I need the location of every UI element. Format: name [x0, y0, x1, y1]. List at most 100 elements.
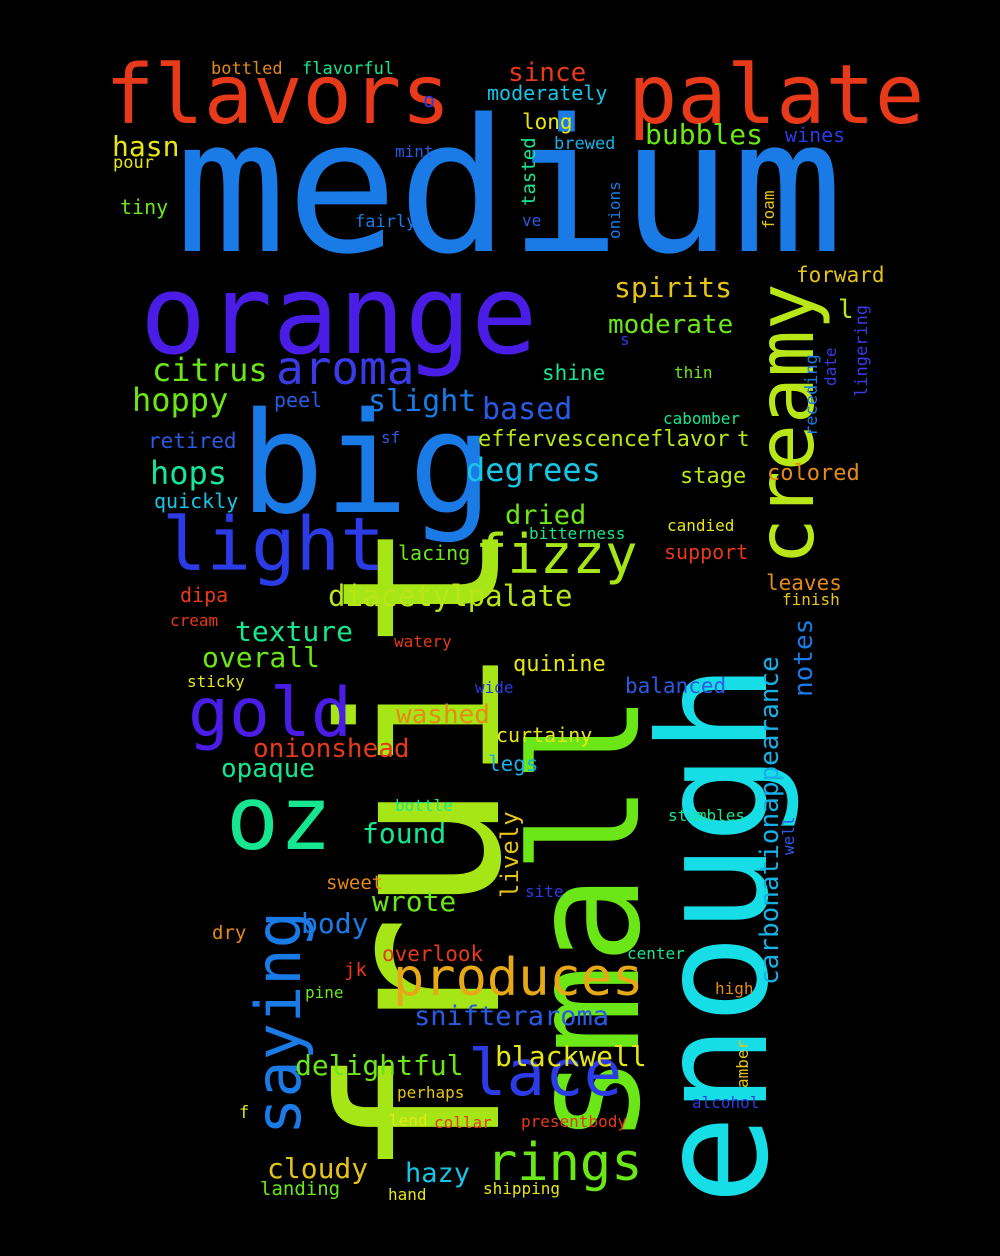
word-dried: dried: [505, 500, 587, 531]
word-center: center: [627, 944, 685, 963]
word-well: well: [779, 816, 798, 855]
word-curtainy: curtainy: [496, 723, 593, 747]
word-blackwell: blackwell: [495, 1040, 647, 1073]
word-fairly: fairly: [355, 212, 417, 232]
word-produces: produces: [393, 948, 644, 1008]
word-shine: shine: [542, 361, 606, 385]
word-shipping: shipping: [483, 1179, 561, 1198]
word-mint: mint: [395, 142, 434, 161]
word-onions: onions: [605, 181, 624, 239]
word-citrus: citrus: [152, 351, 268, 389]
word-support: support: [664, 540, 749, 564]
word-tiny: tiny: [120, 195, 169, 219]
word-bitterness: bitterness: [529, 524, 626, 543]
word-wines: wines: [785, 123, 846, 147]
word-receding: receding: [802, 354, 822, 436]
word-slight: slight: [368, 384, 477, 419]
word-notes: notes: [789, 618, 819, 697]
word-opaque: opaque: [221, 754, 315, 784]
word-gold: gold: [188, 674, 352, 753]
word-lend: lend: [389, 1111, 428, 1130]
word-orange: orange: [140, 251, 538, 379]
word-tasted: tasted: [518, 137, 540, 206]
word-hasn: hasn: [112, 130, 180, 163]
word-candied: candied: [667, 516, 735, 535]
word-peel: peel: [274, 388, 323, 412]
word-brewed: brewed: [554, 134, 616, 154]
word-date: date: [821, 347, 840, 386]
word-saying: saying: [242, 911, 315, 1135]
word-cream: cream: [170, 611, 219, 630]
word-oz: oz: [226, 767, 332, 870]
word-cabomber: cabomber: [663, 409, 741, 428]
word-lace: lace: [468, 1037, 623, 1111]
word-diacetylpalate: diacetylpalate: [328, 579, 573, 613]
word-pine: pine: [305, 983, 344, 1002]
word-foam: foam: [759, 190, 778, 229]
word-lingering: lingering: [852, 304, 872, 397]
word-overall: overall: [202, 641, 321, 674]
word-l: l: [838, 295, 854, 325]
word-texture: texture: [235, 615, 354, 648]
word-hand: hand: [388, 1185, 427, 1204]
word-leaves: leaves: [766, 571, 842, 595]
word-hoppy: hoppy: [132, 381, 229, 419]
word-pour: pour: [113, 153, 154, 173]
word-based: based: [482, 392, 573, 427]
word-hops: hops: [150, 454, 228, 492]
word-quinine: quinine: [513, 652, 606, 677]
word-wide: wide: [475, 678, 514, 697]
word-amber: amber: [733, 1039, 752, 1088]
word-aroma: aroma: [276, 341, 415, 395]
word-onionshead: onionshead: [253, 734, 410, 764]
word-degrees: degrees: [466, 451, 601, 489]
word-high: high: [715, 979, 754, 998]
word-site: site: [525, 882, 564, 901]
word-bubbles: bubbles: [645, 118, 764, 151]
word-stumbles: stumbles: [668, 806, 746, 825]
word-presentbody: presentbody: [521, 1112, 627, 1131]
word-perhaps: perhaps: [397, 1083, 465, 1102]
word-dry: dry: [212, 922, 247, 944]
word-thin: thin: [674, 363, 713, 382]
word-light: light: [162, 502, 385, 588]
word-lively: lively: [496, 811, 524, 898]
word-delightful: delightful: [295, 1049, 464, 1082]
word-s: s: [620, 330, 630, 349]
word-spirits: spirits: [614, 271, 733, 304]
word-stage: stage: [680, 464, 747, 489]
word-sweet: sweet: [326, 872, 384, 894]
word-t: t: [737, 427, 750, 451]
word-found: found: [362, 817, 447, 850]
word-body: body: [301, 907, 369, 940]
word-dipa: dipa: [180, 583, 229, 607]
word-quickly: quickly: [154, 489, 239, 513]
word-f: f: [239, 1103, 250, 1123]
word-since: since: [508, 58, 587, 88]
word-legs: legs: [488, 752, 539, 776]
word-long: long: [522, 110, 573, 134]
word-moderately: moderately: [487, 81, 608, 105]
word-big: big: [240, 383, 493, 546]
word-washed: washed: [396, 700, 490, 730]
word-medium: medium: [175, 79, 844, 295]
word-balanced: balanced: [625, 674, 727, 698]
word-colored: colored: [767, 461, 860, 486]
word-rings: rings: [486, 1133, 643, 1193]
word-hazy: hazy: [405, 1158, 471, 1189]
word-retired: retired: [148, 429, 237, 453]
word-overlook: overlook: [382, 942, 484, 966]
word-bottle: bottle: [395, 796, 453, 815]
word-watery: watery: [394, 632, 452, 651]
word-moderate: moderate: [608, 310, 734, 340]
word-jk: jk: [344, 959, 367, 981]
word-finish: finish: [782, 590, 840, 609]
word-bottled: bottled: [211, 59, 283, 79]
word-sticky: sticky: [187, 672, 245, 691]
word-flavors: flavors: [105, 48, 451, 143]
word-wrote: wrote: [372, 885, 457, 918]
word-landing: landing: [260, 1178, 341, 1200]
word-sf: sf: [381, 428, 401, 447]
word-collar: collar: [434, 1113, 492, 1132]
